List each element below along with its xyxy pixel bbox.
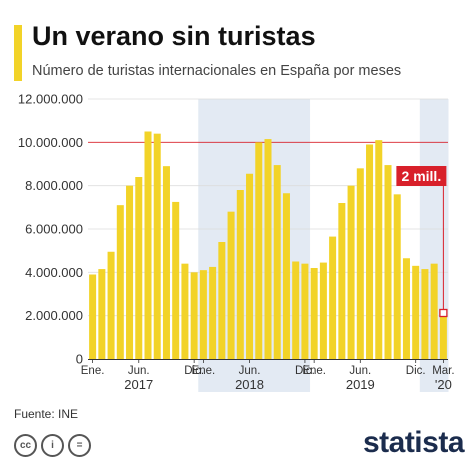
- y-tick-label: 6.000.000: [25, 222, 83, 237]
- bar: [356, 168, 364, 359]
- bar: [209, 266, 217, 359]
- y-tick-label: 4.000.000: [25, 265, 83, 280]
- bar: [153, 133, 161, 359]
- bar: [89, 274, 97, 359]
- bar: [273, 165, 281, 359]
- x-tick-label: Ene.: [302, 365, 326, 377]
- bar: [301, 263, 309, 359]
- source-note: Fuente: INE: [14, 407, 79, 421]
- nd-icon[interactable]: =: [68, 434, 91, 457]
- x-tick-label: Jun.: [128, 365, 150, 377]
- bar: [310, 268, 318, 359]
- annotation-label: 2 mill.: [402, 168, 442, 184]
- bar: [412, 265, 420, 359]
- bar: [421, 269, 429, 359]
- bar: [375, 140, 383, 359]
- bar: [430, 263, 438, 359]
- bar: [107, 251, 115, 359]
- bar: [98, 269, 106, 359]
- bar: [393, 194, 401, 359]
- chart-subtitle: Número de turistas internacionales en Es…: [32, 63, 402, 79]
- year-label: 2017: [124, 377, 153, 392]
- bar: [264, 139, 272, 359]
- bar: [338, 203, 346, 359]
- bar: [236, 190, 244, 359]
- bar: [135, 177, 143, 359]
- x-tick-label: Jun.: [349, 365, 371, 377]
- year-label: 2019: [346, 377, 375, 392]
- cc-icon[interactable]: cc: [14, 434, 37, 457]
- bar: [246, 173, 254, 359]
- license-icons: cc i =: [14, 434, 114, 460]
- bar: [402, 258, 410, 359]
- bar: [384, 165, 392, 359]
- x-tick-label: Dic.: [184, 365, 204, 377]
- bar: [282, 193, 290, 359]
- bar: [172, 201, 180, 359]
- bar: [218, 242, 226, 359]
- bar: [366, 144, 374, 359]
- y-tick-label: 10.000.000: [18, 135, 83, 150]
- annotation-box: [396, 166, 447, 186]
- bar: [126, 185, 134, 359]
- bar: [199, 270, 207, 359]
- x-tick-label: Dic.: [406, 365, 426, 377]
- chart-title: Un verano sin turistas: [32, 21, 316, 51]
- bar: [162, 166, 170, 359]
- title-accent-bar: [14, 25, 22, 81]
- by-icon[interactable]: i: [41, 434, 64, 457]
- bar: [292, 261, 300, 359]
- y-tick-label: 0: [76, 352, 83, 367]
- y-tick-label: 2.000.000: [25, 308, 83, 323]
- statista-logo[interactable]: statista: [362, 426, 465, 459]
- year-label: '20: [435, 377, 452, 392]
- y-tick-label: 12.000.000: [18, 92, 83, 107]
- bar: [319, 262, 327, 359]
- x-tick-label: Jun.: [239, 365, 261, 377]
- year-label: 2018: [235, 377, 264, 392]
- shaded-period-0: [198, 99, 311, 392]
- x-tick-label: Ene.: [192, 365, 216, 377]
- bar: [190, 272, 198, 359]
- bar: [116, 205, 124, 359]
- bar: [347, 185, 355, 359]
- x-tick-label: Mar.: [432, 365, 454, 377]
- bar: [329, 236, 337, 359]
- bar: [439, 313, 447, 359]
- bar: [144, 131, 152, 359]
- x-tick-label: Dic.: [295, 365, 315, 377]
- y-tick-label: 8.000.000: [25, 178, 83, 193]
- x-tick-label: Ene.: [81, 365, 105, 377]
- bar: [255, 142, 263, 359]
- bar: [181, 263, 189, 359]
- annotation-marker: [439, 308, 448, 318]
- bar: [227, 211, 235, 359]
